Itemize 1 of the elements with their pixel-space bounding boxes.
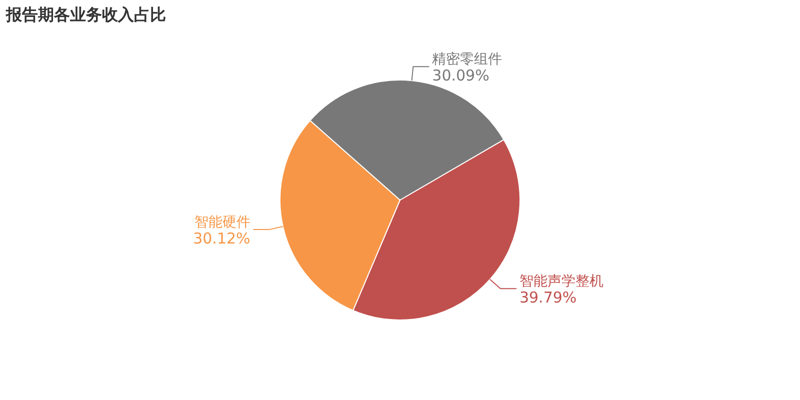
title: 报告期各业务收入占比	[6, 5, 166, 24]
